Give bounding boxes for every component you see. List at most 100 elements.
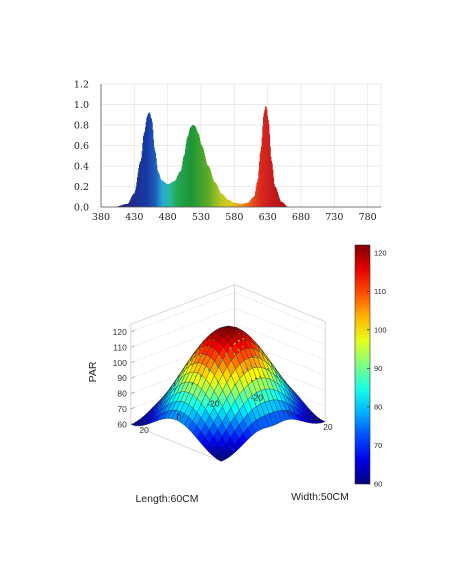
par-surface-patch (190, 361, 200, 373)
par-surface-patch (205, 369, 215, 386)
spectrum-fill-slice (222, 194, 224, 207)
par-surface-patch (255, 417, 265, 431)
par-surface-patch (210, 339, 220, 350)
par-surface-patch (275, 371, 284, 381)
par-box-edge (130, 384, 235, 425)
par-box-edge (234, 384, 326, 423)
spectrum-y-tick-label: 1.2 (74, 79, 89, 90)
par-surface-patch (304, 405, 313, 413)
par-surface-patch (291, 395, 300, 407)
par-surface-patch (208, 364, 217, 373)
par-surface-patch (206, 330, 216, 338)
par-surface-patch (227, 326, 238, 331)
par-surface-patch (228, 325, 237, 328)
par-surface-patch (221, 429, 231, 443)
par-surface-patch (138, 414, 149, 420)
spectrum-fill-slice (250, 199, 252, 207)
par-z-tick-label: 70 (117, 404, 127, 414)
par-surface-patch (186, 357, 196, 369)
par-surface-patch (216, 369, 226, 378)
par-surface-patch (160, 389, 170, 401)
par-surface-patch (218, 346, 228, 360)
spectrum-fill-slice (279, 200, 281, 207)
par-surface-patch (198, 339, 207, 350)
par-surface-patch (230, 384, 239, 387)
par-surface-patch (287, 384, 297, 394)
par-surface-patch (233, 382, 244, 386)
par-surface-patch (200, 423, 210, 438)
par-surface-patch (202, 340, 213, 349)
par-surface-patch (225, 376, 235, 383)
spectrum-fill (116, 106, 288, 207)
spectrum-fill-slice (191, 125, 193, 207)
par-surface-patch (169, 377, 178, 390)
spectrum-fill-slice (205, 161, 207, 207)
par-surface-patch (242, 376, 252, 383)
spectrum-fill-slice (227, 199, 229, 207)
par-surface-patch (253, 340, 263, 351)
spectrum-fill-slice (271, 163, 273, 207)
par-surface-patch (228, 344, 238, 354)
par-surface-patch (264, 400, 274, 415)
par-surface-patch (168, 377, 178, 390)
par-surface-patch (243, 384, 253, 400)
spectrum-fill-slice (193, 125, 195, 207)
par-axis-box (130, 284, 326, 462)
par-surface-patch (269, 371, 279, 385)
par-surface-patch (258, 349, 267, 359)
par-wall-gridline (130, 338, 326, 379)
spectrum-fill-slice (133, 193, 135, 207)
par-surface-patch (134, 421, 144, 427)
par-surface-patch (211, 334, 221, 341)
spectrum-fill-slice (143, 133, 145, 207)
spectrum-fill-slice (189, 128, 191, 207)
par-surface-patch (203, 354, 213, 363)
spectrum-fill-slice (187, 137, 189, 207)
par-surface-patch (269, 378, 279, 392)
par-surface-patch (286, 410, 296, 420)
spectrum-fill-slice (173, 181, 175, 207)
par-surface-patch (279, 373, 288, 385)
spectrum-fill-slice (188, 133, 190, 207)
spectrum-fill-slice (125, 204, 127, 207)
spectrum-fill-slice (258, 170, 260, 207)
par-surface-patch (239, 404, 248, 420)
par-surface-patch (262, 352, 271, 363)
par-surface-patch (262, 350, 271, 362)
spectrum-fill-slice (270, 156, 272, 207)
par-surface-patch (248, 356, 258, 369)
spectrum-fill-slice (255, 191, 257, 207)
spectrum-fill-slice (199, 141, 201, 207)
par-surface-patch (182, 378, 192, 389)
spectrum-fill-slice (220, 193, 222, 207)
par-surface-patch (307, 414, 318, 421)
par-surface-patch (163, 401, 173, 413)
spectrum-fill-slice (229, 200, 231, 207)
par-surface-patch (211, 329, 220, 335)
par-surface-patch (201, 365, 211, 380)
par-surface-patch (264, 413, 274, 428)
par-surface-patch (239, 348, 249, 361)
spectrum-fill-slice (192, 125, 194, 207)
par-surface-patch (248, 367, 258, 382)
par-surface-patch (241, 360, 251, 370)
spectrum-fill-slice (170, 182, 172, 207)
par-surface-patch (233, 348, 243, 359)
par-surface-patch (188, 407, 198, 422)
spectrum-fill-slice (245, 203, 247, 207)
par-surface-patch (266, 355, 275, 369)
par-surface-patch (184, 416, 193, 430)
par-surface-patch (253, 343, 263, 353)
par-surface-patch (294, 407, 305, 418)
par-surface-patch (181, 358, 191, 372)
spectrum-fill-slice (171, 182, 173, 207)
par-surface-patch (266, 373, 277, 380)
par-surface-patch (258, 355, 268, 364)
par-surface-patch (286, 402, 296, 414)
par-surface-patch (159, 398, 169, 410)
par-surface-patch (233, 375, 243, 383)
par-colorbar-tick-label: 120 (374, 248, 387, 257)
par-surface-patch (274, 374, 283, 388)
par-surface-patch (189, 346, 199, 359)
spectrum-fill-slice (274, 186, 276, 207)
